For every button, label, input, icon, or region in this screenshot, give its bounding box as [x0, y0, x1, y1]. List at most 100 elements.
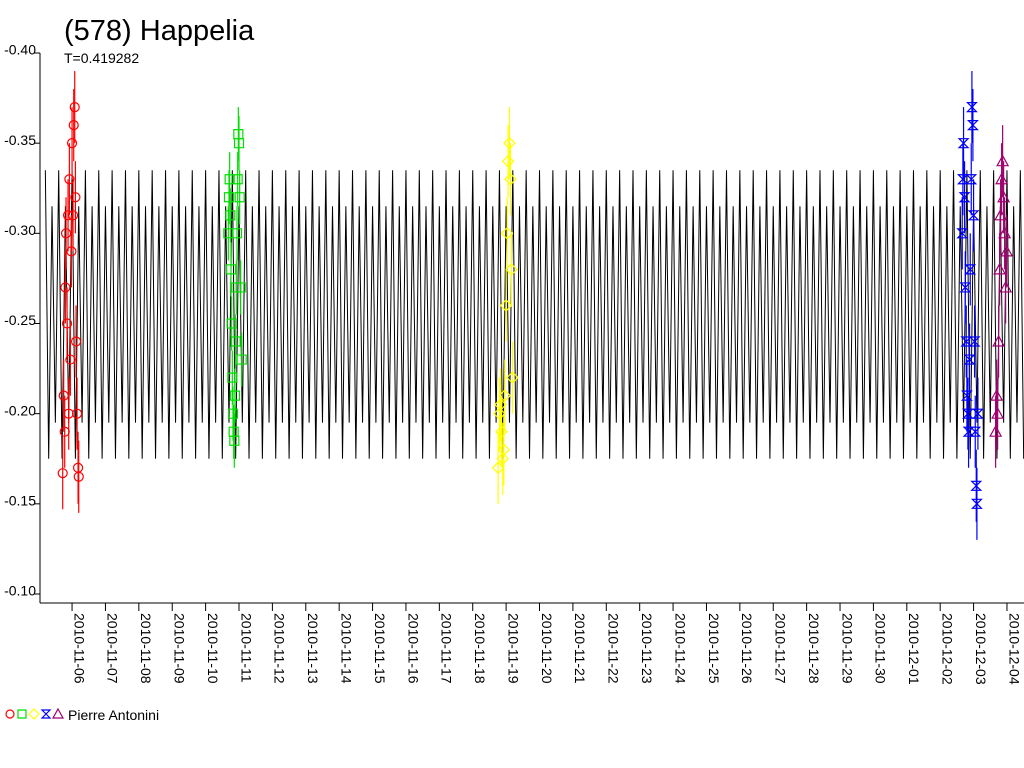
data-point	[493, 407, 506, 421]
data-point	[997, 190, 1011, 203]
x-tick-label: 2010-11-25	[706, 613, 722, 684]
x-tick-label: 2010-11-17	[439, 613, 455, 684]
chart-title: (578) Happelia	[64, 15, 255, 47]
x-tick-label: 2010-12-03	[973, 613, 989, 685]
data-point	[67, 210, 79, 221]
data-point	[969, 426, 982, 437]
data-point	[231, 228, 243, 239]
data-point	[60, 282, 71, 293]
data-point	[229, 435, 240, 446]
data-point	[989, 424, 1003, 437]
data-point	[233, 138, 245, 149]
data-point	[497, 443, 511, 457]
data-point	[229, 390, 241, 401]
data-point	[504, 172, 517, 186]
x-tick-label: 2010-12-01	[906, 613, 922, 685]
data-point	[61, 318, 73, 329]
data-point	[500, 226, 514, 240]
data-point	[506, 371, 519, 384]
data-point	[70, 336, 82, 347]
y-tick-label: -0.25	[4, 312, 36, 328]
model-curve	[44, 170, 1024, 459]
y-tick-label: -0.30	[4, 222, 36, 238]
data-point	[995, 172, 1009, 185]
data-point	[964, 264, 977, 275]
data-point	[66, 246, 77, 257]
data-point	[230, 336, 241, 347]
x-tick-label: 2010-11-13	[305, 613, 321, 684]
x-tick-label: 2010-11-08	[138, 613, 154, 684]
x-tick-label: 2010-11-12	[272, 613, 288, 684]
x-tick-label: 2010-11-23	[639, 613, 655, 684]
data-point	[992, 334, 1006, 347]
x-tick-label: 2010-11-07	[105, 613, 121, 684]
x-tick-label: 2010-12-02	[939, 613, 955, 685]
data-point	[227, 372, 238, 383]
data-point	[970, 480, 983, 491]
legend-label: Pierre Antonini	[68, 707, 159, 723]
data-point	[494, 398, 507, 411]
data-point	[505, 263, 518, 276]
x-tick-label: 2010-11-24	[672, 613, 688, 684]
data-point	[234, 192, 245, 203]
data-point	[236, 354, 247, 365]
x-tick-label: 2010-11-26	[739, 613, 755, 684]
x-tick-label: 2010-12-04	[1006, 613, 1022, 685]
data-point	[961, 408, 974, 419]
legend-symbol	[40, 709, 52, 719]
data-point	[71, 408, 83, 419]
y-tick-label: -0.20	[4, 402, 36, 418]
x-tick-label: 2010-11-30	[873, 613, 889, 684]
x-tick-label: 2010-11-28	[806, 613, 822, 684]
legend-symbol	[51, 707, 65, 719]
data-point	[501, 154, 515, 168]
data-point	[990, 388, 1004, 401]
data-point	[63, 408, 74, 419]
x-tick-label: 2010-11-09	[172, 613, 188, 684]
data-point	[998, 226, 1012, 239]
x-tick-label: 2010-11-10	[205, 613, 221, 684]
data-point	[968, 336, 981, 347]
data-point	[69, 102, 80, 113]
data-point	[958, 192, 971, 203]
data-point	[967, 210, 980, 221]
y-tick-label: -0.40	[4, 42, 36, 58]
data-point	[225, 264, 237, 275]
data-point	[70, 192, 81, 203]
data-point	[64, 174, 75, 185]
x-tick-label: 2010-11-06	[71, 613, 87, 684]
data-point	[971, 408, 984, 419]
data-point	[496, 452, 510, 466]
data-point	[498, 389, 512, 402]
data-point	[996, 154, 1010, 167]
x-tick-label: 2010-11-15	[372, 613, 388, 684]
x-tick-label: 2010-11-22	[606, 613, 622, 684]
x-tick-label: 2010-11-20	[539, 613, 555, 684]
x-tick-label: 2010-11-14	[338, 613, 354, 684]
data-point	[970, 498, 983, 509]
data-point	[65, 354, 76, 365]
data-point	[57, 468, 68, 479]
data-point	[991, 406, 1005, 419]
y-tick-label: -0.35	[4, 132, 36, 148]
data-point	[503, 136, 516, 150]
x-tick-label: 2010-11-16	[405, 613, 421, 684]
x-tick-label: 2010-11-18	[472, 613, 488, 684]
data-point	[73, 471, 84, 482]
data-point	[965, 174, 978, 185]
data-point	[956, 228, 969, 239]
y-tick-label: -0.10	[4, 583, 36, 599]
data-point	[999, 280, 1013, 293]
x-tick-label: 2010-11-29	[839, 613, 855, 684]
data-point	[960, 336, 973, 347]
data-point	[1000, 244, 1014, 257]
data-point	[499, 299, 513, 312]
data-point	[225, 210, 236, 221]
chart-subtitle: T=0.419282	[64, 50, 139, 66]
y-tick-label: -0.15	[4, 493, 36, 509]
data-point	[966, 120, 979, 131]
data-point	[66, 138, 78, 149]
data-point	[963, 354, 976, 365]
